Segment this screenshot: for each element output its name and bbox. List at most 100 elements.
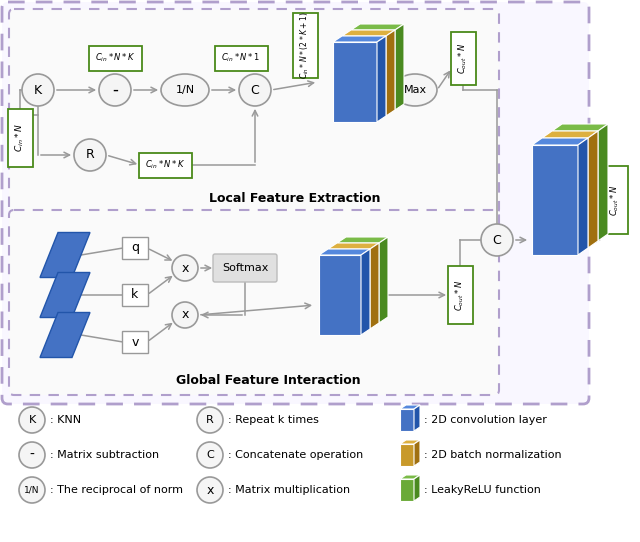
Polygon shape — [542, 138, 588, 248]
Polygon shape — [400, 440, 420, 444]
Polygon shape — [361, 249, 370, 335]
Text: x: x — [206, 483, 214, 496]
Polygon shape — [337, 243, 379, 323]
Polygon shape — [400, 475, 420, 479]
Polygon shape — [370, 243, 379, 329]
Text: 1/N: 1/N — [24, 486, 40, 494]
Ellipse shape — [393, 74, 437, 106]
Circle shape — [481, 224, 513, 256]
Text: : Concatenate operation: : Concatenate operation — [228, 450, 364, 460]
Polygon shape — [552, 131, 598, 241]
Polygon shape — [400, 479, 414, 501]
Polygon shape — [400, 444, 414, 466]
FancyBboxPatch shape — [602, 166, 627, 234]
Polygon shape — [342, 36, 386, 116]
Circle shape — [99, 74, 131, 106]
Text: q: q — [131, 242, 139, 255]
FancyBboxPatch shape — [122, 284, 148, 306]
Circle shape — [197, 442, 223, 468]
Text: : KNN: : KNN — [50, 415, 81, 425]
Polygon shape — [40, 313, 90, 358]
Polygon shape — [578, 138, 588, 255]
Text: $C_{in}*N*K$: $C_{in}*N*K$ — [95, 51, 135, 64]
Text: $C_{out}*N$: $C_{out}*N$ — [454, 280, 467, 311]
Polygon shape — [542, 131, 598, 138]
Circle shape — [197, 477, 223, 503]
Circle shape — [74, 139, 106, 171]
Polygon shape — [379, 237, 388, 323]
Text: : The reciprocal of norm: : The reciprocal of norm — [50, 485, 183, 495]
Text: K: K — [28, 415, 36, 425]
FancyBboxPatch shape — [2, 2, 589, 404]
Circle shape — [239, 74, 271, 106]
FancyBboxPatch shape — [292, 12, 317, 78]
Polygon shape — [328, 249, 370, 329]
Polygon shape — [552, 124, 608, 131]
Text: $C_{in}*N*1$: $C_{in}*N*1$ — [221, 51, 260, 64]
Text: C: C — [493, 234, 501, 247]
Polygon shape — [598, 124, 608, 241]
Text: 1/N: 1/N — [175, 85, 195, 95]
Text: $C_{out}*N$: $C_{out}*N$ — [457, 42, 469, 74]
Polygon shape — [337, 237, 388, 243]
Polygon shape — [532, 145, 578, 255]
Polygon shape — [414, 440, 420, 466]
Polygon shape — [333, 42, 377, 122]
Circle shape — [172, 255, 198, 281]
Polygon shape — [377, 36, 386, 122]
Text: K: K — [34, 83, 42, 96]
FancyBboxPatch shape — [122, 331, 148, 353]
FancyBboxPatch shape — [451, 31, 476, 85]
Polygon shape — [588, 131, 598, 248]
Polygon shape — [414, 475, 420, 501]
Polygon shape — [40, 273, 90, 318]
Polygon shape — [319, 255, 361, 335]
Text: : Matrix multiplication: : Matrix multiplication — [228, 485, 350, 495]
Circle shape — [197, 407, 223, 433]
Polygon shape — [395, 24, 404, 110]
Text: $C_{in}*N*K$: $C_{in}*N*K$ — [145, 159, 186, 171]
FancyBboxPatch shape — [214, 46, 268, 70]
Circle shape — [19, 477, 45, 503]
Text: R: R — [206, 415, 214, 425]
Text: -: - — [112, 81, 118, 99]
Polygon shape — [328, 243, 379, 249]
FancyBboxPatch shape — [447, 266, 472, 324]
Polygon shape — [414, 405, 420, 431]
FancyBboxPatch shape — [88, 46, 141, 70]
Circle shape — [22, 74, 54, 106]
Circle shape — [19, 442, 45, 468]
Polygon shape — [319, 249, 370, 255]
Circle shape — [172, 302, 198, 328]
Text: : Matrix subtraction: : Matrix subtraction — [50, 450, 159, 460]
Polygon shape — [400, 409, 414, 431]
Polygon shape — [351, 24, 404, 30]
Text: C: C — [206, 450, 214, 460]
Text: : LeakyReLU function: : LeakyReLU function — [424, 485, 541, 495]
Text: x: x — [181, 308, 189, 321]
Text: Softmax: Softmax — [222, 263, 268, 273]
Text: : Repeat k times: : Repeat k times — [228, 415, 319, 425]
Polygon shape — [342, 30, 395, 36]
Text: $C_{in}*N*(2*K+1)$: $C_{in}*N*(2*K+1)$ — [299, 11, 311, 79]
FancyBboxPatch shape — [213, 254, 277, 282]
Text: Local Feature Extraction: Local Feature Extraction — [209, 191, 381, 204]
FancyBboxPatch shape — [122, 237, 148, 259]
Text: R: R — [86, 149, 94, 162]
Polygon shape — [351, 30, 395, 110]
Text: x: x — [181, 261, 189, 274]
Polygon shape — [400, 405, 420, 409]
Text: k: k — [131, 288, 139, 301]
Text: $C_{in}*N$: $C_{in}*N$ — [13, 124, 26, 152]
Circle shape — [19, 407, 45, 433]
FancyBboxPatch shape — [9, 210, 499, 395]
FancyBboxPatch shape — [9, 9, 499, 214]
Polygon shape — [40, 233, 90, 278]
Polygon shape — [386, 30, 395, 116]
Text: C: C — [251, 83, 259, 96]
Text: $C_{out}*N$: $C_{out}*N$ — [609, 184, 621, 216]
FancyBboxPatch shape — [8, 109, 33, 167]
Text: -: - — [29, 448, 35, 462]
Text: Global Feature Interaction: Global Feature Interaction — [176, 373, 360, 386]
Text: v: v — [131, 335, 139, 349]
